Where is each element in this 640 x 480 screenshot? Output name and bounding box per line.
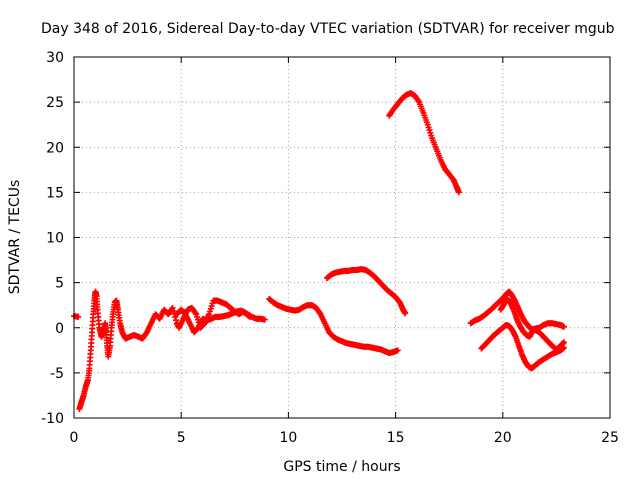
x-tick-label: 10 — [279, 430, 297, 446]
data-point — [246, 313, 253, 320]
x-tick-label: 0 — [70, 430, 79, 446]
data-point — [173, 317, 180, 324]
data-point — [560, 323, 567, 330]
y-tick-label: 30 — [46, 50, 64, 66]
y-axis-label: SDTVAR / TECUs — [7, 180, 23, 295]
y-tick-label: -10 — [41, 411, 64, 427]
x-tick-label: 25 — [601, 430, 619, 446]
y-tick-label: 10 — [46, 231, 64, 247]
data-point — [170, 307, 177, 314]
x-tick-label: 15 — [387, 430, 405, 446]
y-tick-label: 5 — [55, 276, 64, 292]
axis-ticks: 0 5 10 15 20 25 -10 -5 0 5 10 15 20 25 30 — [41, 50, 619, 446]
data-point — [75, 313, 82, 320]
data-markers — [71, 90, 567, 412]
data-point — [394, 347, 401, 354]
y-tick-label: 15 — [46, 185, 64, 201]
grid-lines — [73, 56, 611, 419]
data-point — [455, 189, 462, 196]
data-point — [560, 339, 567, 346]
y-tick-label: -5 — [50, 366, 64, 382]
y-tick-label: 25 — [46, 95, 64, 111]
y-tick-label: 20 — [46, 140, 64, 156]
data-point — [169, 304, 176, 311]
data-point — [261, 316, 268, 323]
x-tick-label: 5 — [177, 430, 186, 446]
x-axis-label: GPS time / hours — [283, 459, 400, 475]
x-tick-label: 20 — [494, 430, 512, 446]
y-tick-label: 0 — [55, 321, 64, 337]
chart-title: Day 348 of 2016, Sidereal Day-to-day VTE… — [41, 21, 615, 37]
data-point — [402, 310, 409, 317]
